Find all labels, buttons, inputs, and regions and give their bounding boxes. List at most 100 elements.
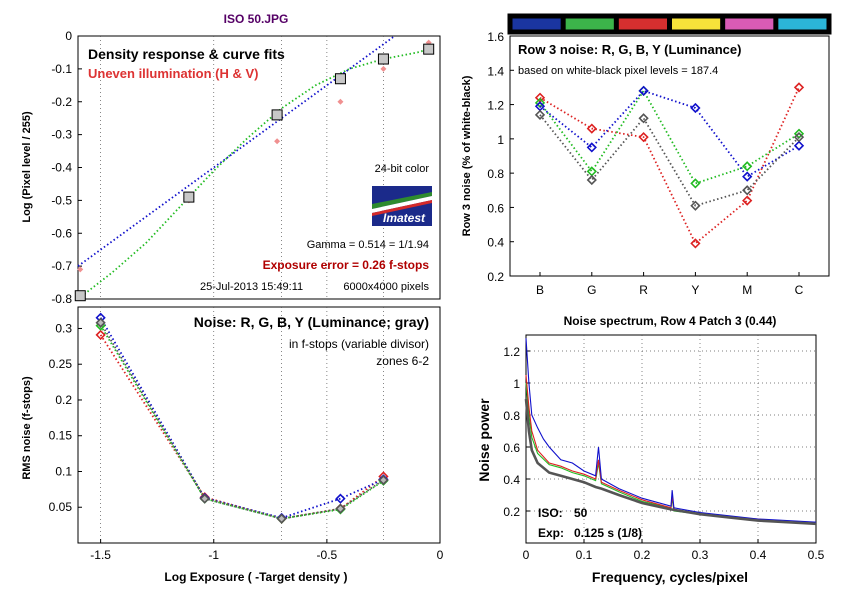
row3-point-r (742, 195, 753, 206)
spectrum-y-tick-label: 0.6 (503, 441, 520, 455)
rms-x-ticks: -1.5 -1 -0.5 0 (90, 539, 444, 562)
row3-plot-frame (509, 35, 830, 277)
spectrum-x-tick-label: 0.5 (808, 548, 825, 562)
row3-point-b (638, 85, 649, 96)
rms-point-r (95, 329, 106, 341)
uneven-illumination-point (77, 266, 84, 273)
spectrum-plot-frame (525, 334, 817, 544)
row3-x-tick-label: Y (691, 283, 699, 297)
row3-y-ticks: 0.2 0.4 0.6 0.8 1 1.2 1.4 1.6 (487, 30, 514, 284)
row3-chart-title: Row 3 noise: R, G, B, Y (Luminance) (518, 42, 741, 57)
rms-x-tick-label: -1 (208, 548, 219, 562)
spectrum-marks (524, 338, 817, 526)
spectrum-line-b (525, 338, 817, 523)
row3-y-tick-label: 0.2 (487, 270, 504, 284)
rms-x-tick-label: -0.5 (317, 548, 338, 562)
row3-y-tick-label: 0.6 (487, 201, 504, 215)
row3-x-tick-label: M (742, 283, 752, 297)
density-response-chart: -0.8 -0.7 -0.6 -0.5 -0.4 -0.3 -0.2 -0.1 0 Log (P… (21, 29, 441, 306)
rms-point-y (378, 474, 389, 486)
spectrum-y-tick-label: 0.2 (503, 505, 520, 519)
row3-x-tick-label: G (587, 283, 596, 297)
row3-point-g (742, 161, 753, 172)
iso-label: ISO: (538, 506, 563, 520)
rms-chart-title: Noise: R, G, B, Y (Luminance; gray) (194, 314, 429, 330)
rms-y-axis-label: RMS noise (f-stops) (21, 376, 33, 480)
spectrum-grid (526, 335, 816, 543)
spectrum-x-tick-label: 0.3 (692, 548, 709, 562)
spectrum-x-ticks: 0 0.1 0.2 0.3 0.4 0.5 (523, 539, 825, 562)
density-y-tick-label: -0.4 (51, 161, 72, 175)
row3-point-b (793, 140, 805, 151)
row3-x-tick-label: B (536, 283, 544, 297)
spectrum-x-tick-label: 0.4 (750, 548, 767, 562)
density-y-tick-label: -0.1 (51, 62, 72, 76)
rms-y-tick-label: 0.15 (49, 429, 73, 443)
row3-x-tick-label: C (795, 283, 804, 297)
density-chart-title: Density response & curve fits (88, 46, 285, 62)
spectrum-chart-title: Noise spectrum, Row 4 Patch 3 (0.44) (564, 314, 777, 328)
row3-point-y (586, 174, 597, 186)
rms-y-tick-label: 0.2 (55, 393, 72, 407)
image-size-label: 6000x4000 pixels (343, 281, 429, 293)
imatest-logo-text: Imatest (383, 211, 426, 225)
density-data-point (271, 109, 283, 121)
rms-y-tick-label: 0.3 (55, 321, 72, 335)
spectrum-y-tick-label: 0.4 (503, 473, 520, 487)
spectrum-x-tick-label: 0.1 (576, 548, 593, 562)
spectrum-x-tick-label: 0 (523, 548, 530, 562)
density-data-point (377, 53, 389, 65)
row3-series-line-b (539, 89, 800, 178)
density-data-point (183, 191, 195, 203)
spectrum-x-axis-label: Frequency, cycles/pixel (592, 569, 748, 585)
blue-curve-fit (77, 35, 396, 267)
color-patch-strip (507, 13, 832, 35)
rms-marks (95, 312, 389, 524)
row3-y-axis-label: Row 3 noise (% of white-black) (461, 75, 473, 236)
row3-point-y (638, 113, 649, 124)
density-y-tick-label: -0.5 (51, 193, 72, 207)
density-y-tick-label: -0.8 (51, 292, 72, 306)
row3-point-y (534, 109, 546, 120)
rms-chart-subtitle: in f-stops (variable divisor) (289, 337, 429, 351)
rms-point-y (95, 317, 106, 328)
rms-y-tick-label: 0.1 (55, 464, 72, 478)
row3-x-tick-label: R (639, 283, 648, 297)
spectrum-y-ticks: 0.2 0.4 0.6 0.8 1 1.2 (503, 345, 530, 519)
imatest-logo: Imatest (372, 186, 432, 226)
row3-point-r (586, 123, 597, 134)
row3-point-r (690, 238, 701, 249)
row3-y-tick-label: 1 (497, 133, 504, 147)
row3-point-y (690, 200, 701, 211)
exp-label: Exp: (538, 526, 564, 540)
density-y-tick-label: -0.6 (51, 226, 72, 240)
spectrum-x-tick-label: 0.2 (634, 548, 651, 562)
color-patch (616, 16, 670, 32)
rms-x-tick-label: -1.5 (90, 548, 111, 562)
row3-noise-chart: 0.2 0.4 0.6 0.8 1 1.2 1.4 1.6 B G R Y M C Row 3 nois… (461, 13, 832, 297)
rms-grid (100, 307, 384, 543)
color-patch (669, 16, 723, 32)
rms-point-y (276, 513, 287, 524)
spectrum-y-tick-label: 1.2 (503, 345, 520, 359)
rms-y-ticks: 0.05 0.1 0.15 0.2 0.25 0.3 (49, 321, 82, 514)
timestamp-label: 25-Jul-2013 15:49:11 (200, 281, 303, 293)
row3-point-b (586, 142, 597, 153)
density-y-ticks: -0.8 -0.7 -0.6 -0.5 -0.4 -0.3 -0.2 -0.1 0 (51, 29, 82, 306)
row3-point-b (742, 171, 753, 182)
rms-series-line-y (99, 322, 384, 520)
row3-chart-subtitle: based on white-black pixel levels = 187.… (518, 65, 718, 77)
figure-title: ISO 50.JPG (224, 12, 289, 26)
density-data-point (74, 290, 86, 302)
iso-value: 50 (574, 506, 588, 520)
uneven-illumination-point (380, 65, 387, 72)
rms-y-tick-label: 0.05 (49, 500, 73, 514)
rms-point-b (335, 493, 346, 504)
density-y-tick-label: -0.3 (51, 128, 72, 142)
row3-marks (534, 82, 805, 249)
density-data-point (334, 73, 346, 85)
exp-value: 0.125 s (1/8) (574, 526, 642, 540)
row3-point-b (690, 102, 701, 114)
row3-series-line-y (539, 114, 800, 207)
